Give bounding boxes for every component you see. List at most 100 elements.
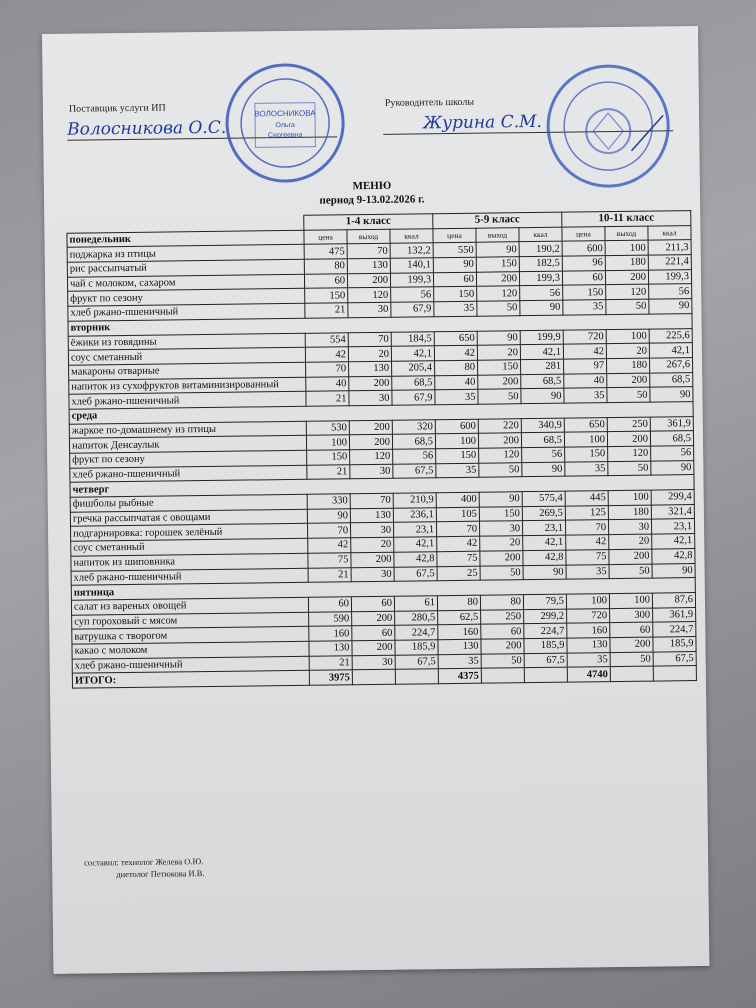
value-cell: 67,5: [395, 654, 439, 670]
value-cell: 30: [347, 302, 391, 318]
column-subheader: ккал: [647, 225, 692, 241]
value-cell: 400: [436, 492, 480, 508]
value-cell: 90: [649, 386, 694, 403]
value-cell: 330: [307, 493, 351, 510]
value-cell: 60: [609, 622, 653, 638]
value-cell: 205,4: [391, 360, 435, 376]
supplier-signature: Волосникова О.С.: [67, 117, 227, 140]
value-cell: 21: [305, 391, 350, 407]
value-cell: 80: [304, 258, 348, 275]
value-cell: 87,6: [652, 592, 696, 608]
total-value: [524, 667, 568, 683]
value-cell: 67,9: [391, 389, 436, 406]
column-subheader: цена: [561, 226, 606, 242]
value-cell: 75: [565, 549, 610, 565]
value-cell: 590: [308, 611, 352, 627]
value-cell: 70: [305, 361, 349, 377]
value-cell: 75: [436, 551, 481, 567]
total-value: [352, 669, 396, 685]
value-cell: 75: [307, 552, 352, 568]
value-cell: 100: [306, 435, 350, 451]
value-cell: 185,9: [523, 638, 568, 654]
column-subheader: цена: [432, 227, 477, 244]
value-cell: 20: [479, 535, 523, 552]
value-cell: 182,5: [519, 256, 563, 272]
menu-document: Поставщик услуги ИП Волосникова О.С. ВОЛ…: [42, 25, 710, 974]
value-cell: 60: [480, 623, 524, 640]
value-cell: 200: [609, 637, 654, 653]
value-cell: 35: [564, 461, 608, 477]
value-cell: 267,6: [649, 357, 693, 373]
value-cell: 150: [306, 449, 350, 465]
value-cell: 105: [436, 506, 480, 523]
value-cell: 60: [433, 271, 477, 288]
value-cell: 120: [607, 446, 651, 462]
value-cell: 20: [606, 343, 650, 359]
value-cell: 100: [566, 593, 610, 609]
value-cell: 42,8: [522, 549, 567, 566]
value-cell: 200: [347, 273, 391, 289]
class-group-header: 1-4 класс: [303, 213, 433, 231]
total-value: 4740: [567, 666, 611, 683]
value-cell: 56: [519, 285, 563, 301]
svg-text:Ольга: Ольга: [275, 122, 295, 129]
value-cell: 361,9: [652, 607, 696, 623]
total-value: 3975: [309, 670, 353, 686]
value-cell: 40: [305, 376, 349, 392]
value-cell: 180: [608, 504, 652, 521]
value-cell: 300: [609, 607, 653, 623]
value-cell: 62,5: [437, 609, 481, 625]
value-cell: 23,1: [393, 522, 437, 538]
value-cell: 199,3: [390, 272, 434, 288]
value-cell: 160: [308, 626, 352, 642]
value-cell: 80: [437, 595, 481, 611]
value-cell: 42: [434, 345, 478, 361]
value-cell: 200: [349, 419, 393, 436]
value-cell: 224,7: [652, 621, 696, 638]
value-cell: 96: [562, 255, 606, 271]
value-cell: 340,9: [521, 417, 565, 433]
value-cell: 67,5: [394, 566, 438, 582]
value-cell: 90: [476, 242, 520, 258]
value-cell: 42,1: [649, 342, 693, 358]
value-cell: 720: [566, 608, 610, 624]
value-cell: 140,1: [390, 257, 434, 274]
value-cell: 180: [606, 357, 650, 374]
value-cell: 132,2: [390, 243, 434, 259]
value-cell: 281: [520, 359, 564, 375]
value-cell: 90: [648, 298, 692, 314]
value-cell: 185,9: [394, 639, 439, 655]
total-value: [653, 665, 697, 682]
value-cell: 42,8: [393, 551, 438, 567]
value-cell: 299,4: [651, 489, 695, 505]
value-cell: 100: [609, 592, 653, 609]
value-cell: 68,5: [391, 375, 435, 391]
value-cell: 200: [479, 550, 524, 566]
value-cell: 130: [348, 361, 392, 377]
column-subheader: выход: [346, 228, 391, 245]
value-cell: 56: [390, 287, 434, 303]
supplier-stamp: ВОЛОСНИКОВА Ольга Сергеевна: [225, 63, 345, 183]
value-cell: 50: [606, 387, 651, 403]
value-cell: 42,8: [651, 548, 696, 564]
value-cell: 210,9: [393, 492, 437, 508]
value-cell: 42: [305, 346, 349, 363]
value-cell: 90: [520, 388, 565, 404]
value-cell: 35: [438, 653, 482, 670]
value-cell: 60: [351, 625, 395, 641]
column-subheader: ккал: [518, 226, 563, 243]
value-cell: 200: [606, 372, 650, 388]
value-cell: 21: [308, 567, 352, 583]
value-cell: 35: [566, 564, 610, 580]
value-cell: 42,1: [391, 345, 435, 362]
value-cell: 600: [562, 241, 606, 257]
value-cell: 180: [605, 255, 649, 271]
value-cell: 185,9: [652, 636, 697, 652]
value-cell: 50: [480, 565, 524, 581]
value-cell: 190,2: [519, 241, 563, 257]
total-value: 4375: [438, 668, 482, 684]
value-cell: 200: [349, 434, 393, 450]
value-cell: 60: [308, 596, 352, 612]
value-cell: 280,5: [394, 610, 438, 626]
value-cell: 50: [476, 300, 520, 317]
